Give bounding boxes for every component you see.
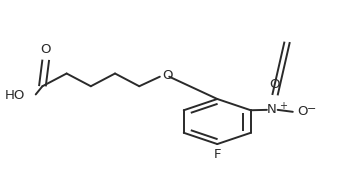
Text: −: − bbox=[307, 104, 316, 114]
Text: O: O bbox=[40, 43, 51, 56]
Text: O: O bbox=[297, 105, 307, 118]
Text: F: F bbox=[214, 148, 221, 161]
Text: O: O bbox=[270, 78, 280, 91]
Text: +: + bbox=[279, 101, 287, 111]
Text: N: N bbox=[267, 103, 276, 116]
Text: HO: HO bbox=[5, 89, 25, 102]
Text: O: O bbox=[163, 69, 173, 82]
